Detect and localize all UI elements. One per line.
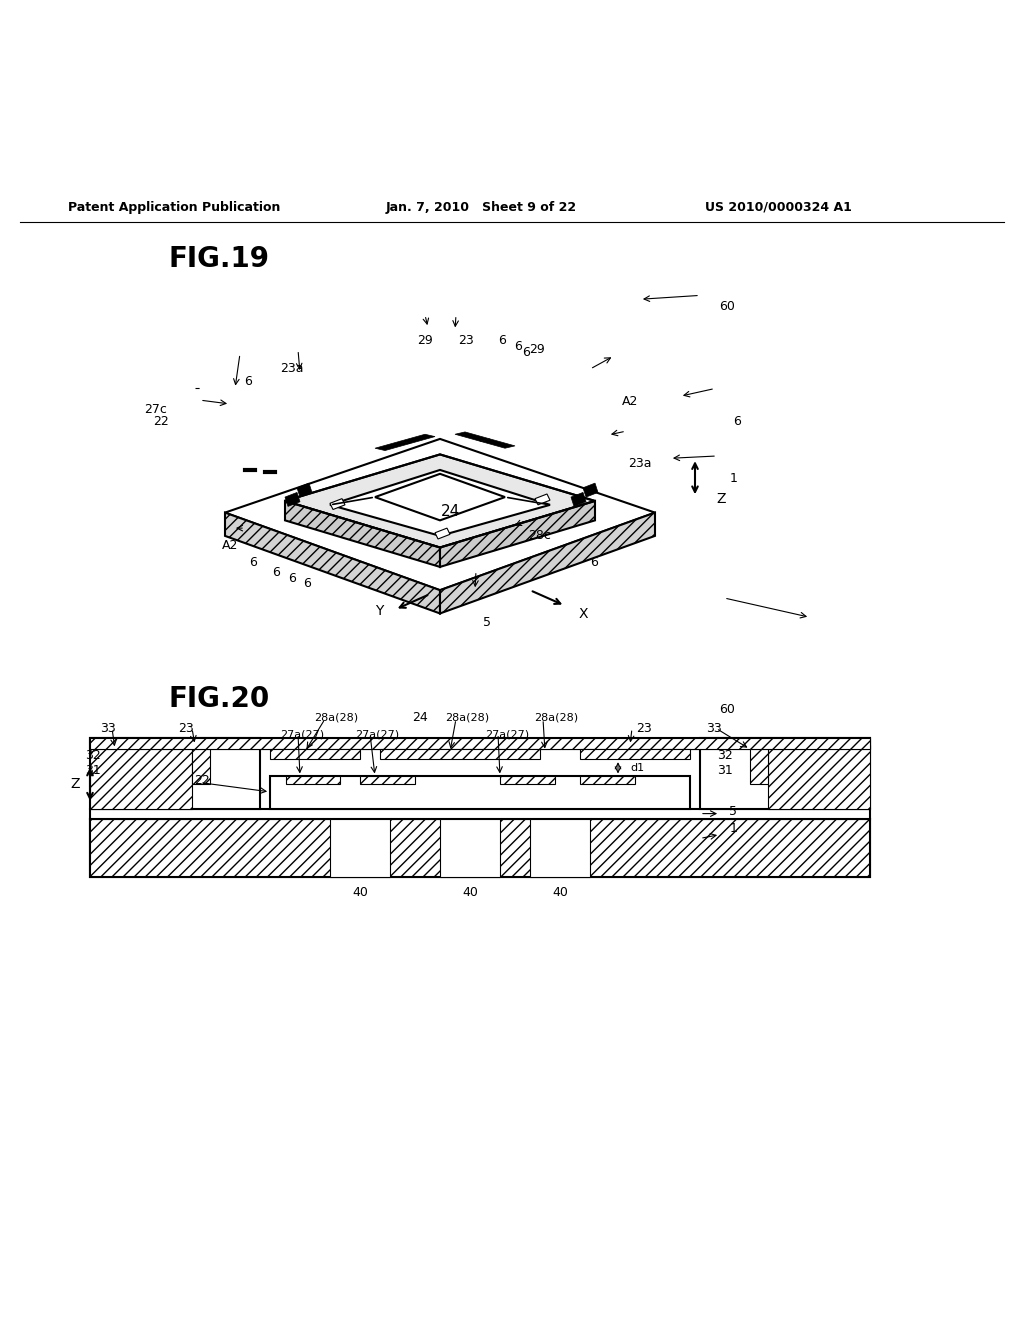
- Polygon shape: [440, 512, 655, 614]
- Text: 24: 24: [412, 711, 428, 723]
- Text: 6: 6: [288, 572, 296, 585]
- Text: 23: 23: [458, 334, 474, 347]
- Polygon shape: [535, 494, 550, 504]
- Polygon shape: [90, 738, 870, 750]
- Text: X: X: [579, 607, 589, 620]
- Text: 24: 24: [441, 504, 460, 519]
- Text: 23: 23: [636, 722, 652, 735]
- Text: 31: 31: [717, 764, 732, 777]
- Text: 29: 29: [417, 334, 433, 347]
- Text: Jan. 7, 2010   Sheet 9 of 22: Jan. 7, 2010 Sheet 9 of 22: [386, 201, 577, 214]
- Text: 6: 6: [303, 577, 311, 590]
- Polygon shape: [270, 776, 690, 809]
- Text: 40: 40: [352, 886, 368, 899]
- Text: 27a(27): 27a(27): [280, 730, 325, 739]
- Polygon shape: [90, 746, 193, 809]
- Polygon shape: [768, 746, 870, 809]
- Text: 22: 22: [154, 414, 169, 428]
- Text: 27a(27): 27a(27): [484, 730, 529, 739]
- Polygon shape: [530, 818, 590, 878]
- Polygon shape: [225, 512, 440, 614]
- Polygon shape: [330, 499, 345, 510]
- Polygon shape: [700, 738, 870, 809]
- Polygon shape: [580, 776, 635, 784]
- Text: 28a(28): 28a(28): [313, 713, 358, 722]
- Polygon shape: [297, 483, 312, 498]
- Polygon shape: [90, 738, 260, 809]
- Text: 23a: 23a: [281, 362, 303, 375]
- Polygon shape: [286, 776, 340, 784]
- Polygon shape: [571, 492, 586, 507]
- Text: 6: 6: [272, 566, 281, 579]
- Text: 5: 5: [729, 805, 737, 818]
- Polygon shape: [400, 434, 435, 444]
- Text: 28a(28): 28a(28): [534, 713, 579, 722]
- Text: 1: 1: [729, 822, 737, 836]
- Text: 6: 6: [522, 346, 530, 359]
- Polygon shape: [225, 440, 655, 590]
- Text: 6: 6: [733, 414, 741, 428]
- Polygon shape: [285, 492, 300, 507]
- Text: Z: Z: [71, 777, 80, 791]
- Polygon shape: [435, 528, 450, 539]
- Text: US 2010/0000324 A1: US 2010/0000324 A1: [705, 201, 852, 214]
- Polygon shape: [285, 454, 595, 548]
- Polygon shape: [360, 776, 415, 784]
- Text: d1: d1: [630, 763, 644, 772]
- Text: Y: Y: [375, 603, 383, 618]
- Polygon shape: [440, 818, 500, 878]
- Text: 23a: 23a: [629, 457, 651, 470]
- Text: 6: 6: [249, 556, 257, 569]
- Polygon shape: [285, 502, 440, 566]
- Text: 28a(28): 28a(28): [444, 713, 489, 722]
- Text: 32: 32: [717, 748, 732, 762]
- Polygon shape: [330, 818, 390, 878]
- Text: FIG.20: FIG.20: [169, 685, 270, 713]
- Text: 60: 60: [719, 702, 735, 715]
- Text: 32: 32: [85, 748, 100, 762]
- Text: Z: Z: [717, 492, 726, 507]
- Polygon shape: [90, 809, 870, 818]
- Polygon shape: [375, 441, 410, 450]
- Polygon shape: [455, 432, 490, 441]
- Text: Patent Application Publication: Patent Application Publication: [68, 201, 281, 214]
- Polygon shape: [500, 776, 555, 784]
- Text: 23: 23: [178, 722, 195, 735]
- Polygon shape: [580, 750, 690, 759]
- Text: 27a(27): 27a(27): [354, 730, 399, 739]
- Text: 31: 31: [85, 764, 100, 777]
- Polygon shape: [90, 818, 870, 878]
- Text: 1: 1: [729, 473, 737, 486]
- Text: A2: A2: [222, 539, 239, 552]
- Text: 5: 5: [483, 615, 492, 628]
- Text: 33: 33: [706, 722, 722, 735]
- Text: 27c: 27c: [144, 403, 167, 416]
- Polygon shape: [440, 502, 595, 566]
- Polygon shape: [270, 750, 360, 759]
- Text: 60: 60: [719, 300, 735, 313]
- Polygon shape: [750, 746, 768, 784]
- Polygon shape: [480, 440, 515, 449]
- Text: 6: 6: [514, 341, 522, 354]
- Polygon shape: [193, 746, 210, 784]
- Polygon shape: [583, 483, 598, 498]
- Text: 29: 29: [528, 343, 545, 356]
- Text: 40: 40: [552, 886, 568, 899]
- Text: 6: 6: [498, 334, 506, 347]
- Text: 6: 6: [244, 375, 252, 388]
- Polygon shape: [380, 750, 540, 759]
- FancyBboxPatch shape: [90, 818, 870, 878]
- Polygon shape: [90, 738, 870, 750]
- Text: 33: 33: [99, 722, 116, 735]
- Polygon shape: [375, 474, 505, 520]
- Text: 40: 40: [462, 886, 478, 899]
- Polygon shape: [330, 470, 550, 536]
- Text: 6: 6: [590, 556, 598, 569]
- Text: 28c: 28c: [528, 528, 551, 541]
- Text: A2: A2: [622, 396, 638, 408]
- Text: 22: 22: [194, 775, 210, 787]
- Text: FIG.19: FIG.19: [169, 244, 270, 273]
